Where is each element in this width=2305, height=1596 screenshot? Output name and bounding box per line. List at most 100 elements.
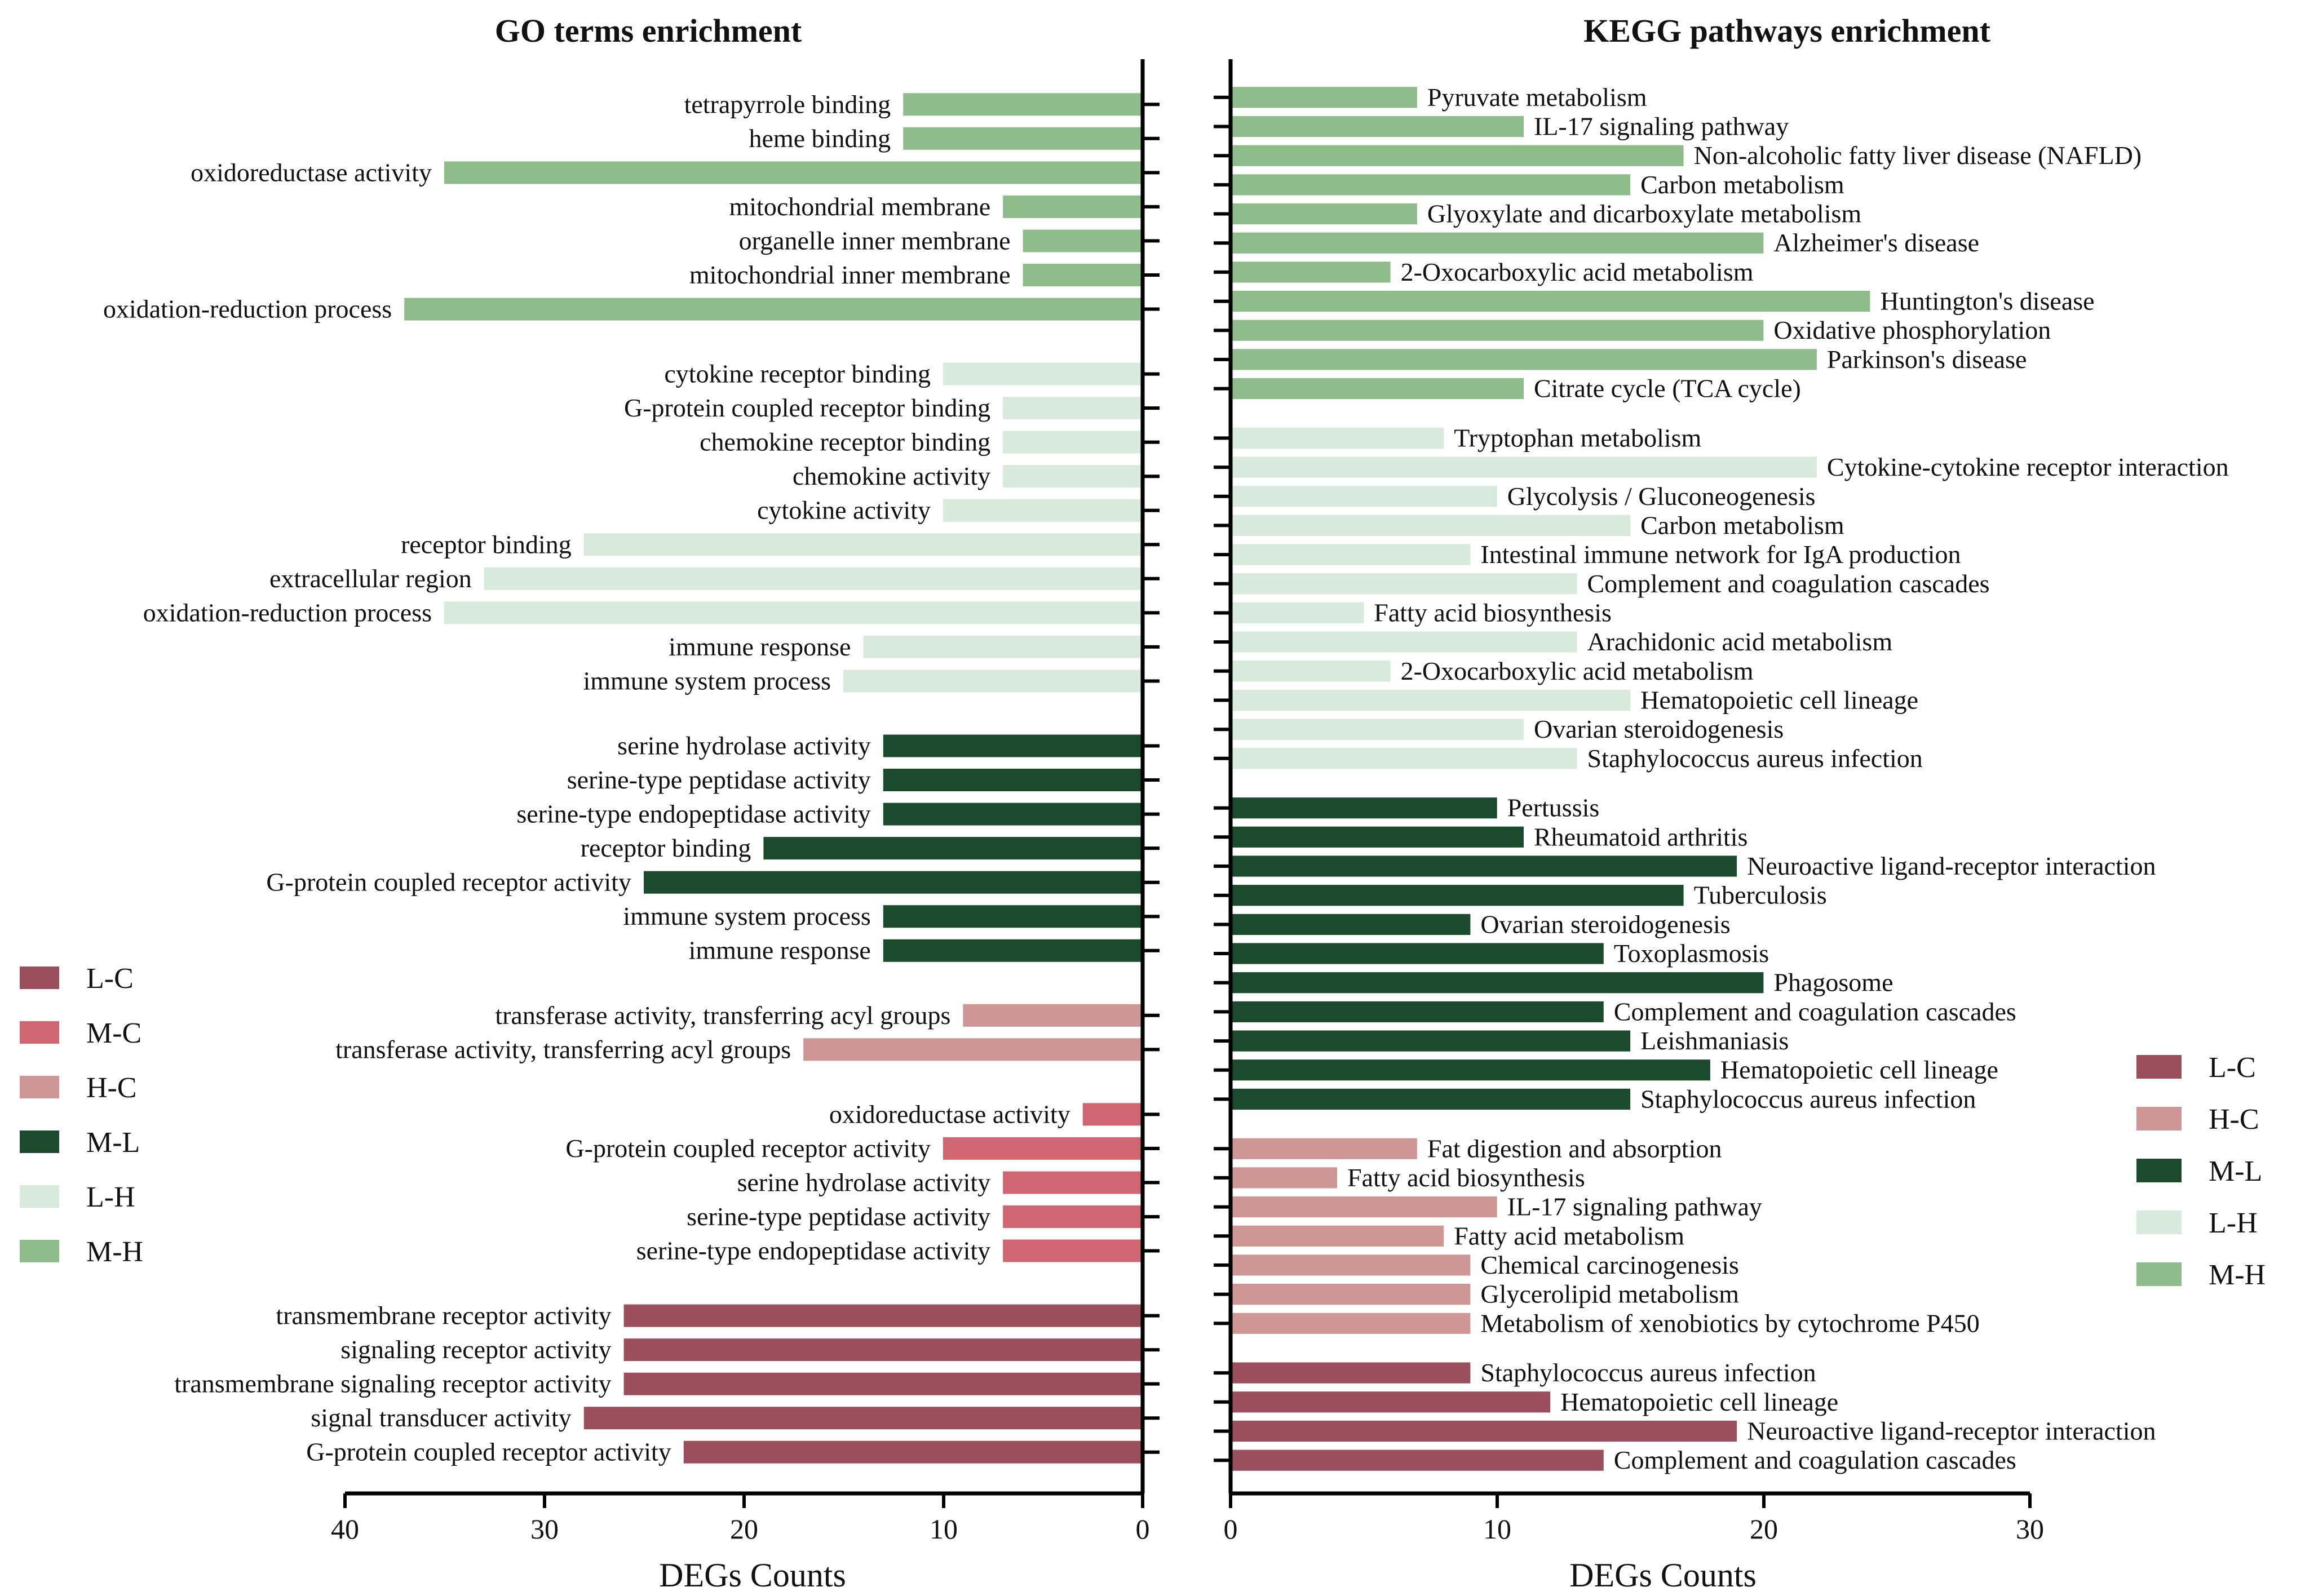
go-bar-label: immune response [689, 936, 871, 965]
go-bar-m-l-3 [763, 837, 1143, 860]
kegg-legend-swatch-h-c [2136, 1107, 2182, 1130]
go-bar-label: extracellular region [269, 564, 472, 593]
go-bar-m-h-4 [1023, 229, 1143, 252]
go-bar-label: G-protein coupled receptor binding [624, 393, 990, 422]
go-bar-label: serine hydrolase activity [737, 1168, 991, 1196]
go-bar-l-h-2 [1003, 431, 1143, 454]
kegg-bar-label: 2-Oxocarboxylic acid metabolism [1401, 258, 1754, 286]
go-bar-label: cytokine receptor binding [664, 360, 931, 388]
go-bar-l-c-2 [623, 1372, 1143, 1395]
kegg-bar-label: Staphylococcus aureus infection [1640, 1084, 1976, 1113]
kegg-bar-label: Tryptophan metabolism [1454, 423, 1701, 452]
go-bar-m-c-3 [1003, 1205, 1143, 1228]
kegg-bar-m-l-10 [1231, 1088, 1631, 1110]
go-bar-label: oxidoreductase activity [191, 158, 432, 187]
go-bar-m-c-1 [943, 1137, 1143, 1160]
go-bar-label: oxidoreductase activity [829, 1100, 1070, 1128]
kegg-bar-label: Chemical carcinogenesis [1480, 1251, 1739, 1279]
go-chart-title: GO terms enrichment [495, 12, 802, 49]
go-bar-h-c-1 [803, 1038, 1143, 1061]
kegg-bar-label: Complement and coagulation cascades [1587, 569, 1990, 598]
go-bar-label: cytokine activity [757, 496, 931, 525]
kegg-bar-label: Oxidative phosphorylation [1773, 316, 2051, 344]
kegg-bar-label: Metabolism of xenobiotics by cytochrome … [1480, 1309, 1979, 1337]
kegg-legend-label: M-H [2209, 1259, 2266, 1291]
kegg-bar-l-h-8 [1231, 660, 1391, 682]
kegg-bar-label: Alzheimer's disease [1773, 228, 1979, 257]
go-bar-m-l-4 [644, 871, 1143, 894]
kegg-legend-label: L-C [2209, 1052, 2256, 1084]
go-bar-label: serine-type peptidase activity [567, 765, 871, 794]
go-x-tick-label: 10 [930, 1513, 958, 1545]
go-bar-label: G-protein coupled receptor activity [306, 1438, 671, 1466]
go-bar-m-h-0 [903, 93, 1143, 116]
go-bar-l-h-8 [863, 635, 1143, 658]
kegg-bar-m-l-0 [1231, 797, 1497, 819]
kegg-bar-label: Leishmaniasis [1640, 1026, 1789, 1055]
go-legend-swatch-m-h [20, 1240, 59, 1262]
kegg-legend-label: H-C [2209, 1103, 2259, 1136]
kegg-bar-l-h-0 [1231, 427, 1444, 449]
kegg-legend-swatch-m-l [2136, 1159, 2182, 1182]
go-bar-l-h-7 [444, 601, 1143, 624]
kegg-bar-m-h-5 [1231, 232, 1764, 254]
go-legend-label: L-C [86, 963, 134, 995]
kegg-bar-l-c-2 [1231, 1420, 1737, 1442]
kegg-bar-label: Neuroactive ligand-receptor interaction [1747, 1417, 2156, 1446]
go-legend-label: M-L [86, 1127, 140, 1159]
go-bar-l-c-0 [623, 1304, 1143, 1327]
kegg-bar-m-l-7 [1231, 1001, 1604, 1022]
kegg-bar-l-h-7 [1231, 631, 1577, 653]
go-x-tick-label: 30 [530, 1513, 559, 1545]
go-legend-swatch-m-c [20, 1021, 59, 1044]
kegg-bar-label: Non-alcoholic fatty liver disease (NAFLD… [1694, 141, 2142, 170]
go-legend-label: M-C [86, 1017, 141, 1049]
go-bar-l-c-3 [583, 1407, 1143, 1430]
go-bar-label: transferase activity, transferring acyl … [495, 1001, 950, 1030]
kegg-bar-m-h-3 [1231, 174, 1631, 196]
go-bar-m-h-3 [1003, 195, 1143, 218]
kegg-bar-h-c-1 [1231, 1167, 1338, 1189]
kegg-bar-m-l-3 [1231, 885, 1684, 906]
kegg-bar-m-l-9 [1231, 1059, 1710, 1081]
kegg-bar-label: Intestinal immune network for IgA produc… [1480, 540, 1961, 569]
kegg-bar-label: Complement and coagulation cascades [1614, 997, 2016, 1026]
go-bar-label: oxidation-reduction process [103, 295, 392, 323]
kegg-bar-label: Glycerolipid metabolism [1480, 1280, 1739, 1309]
kegg-bar-label: Fatty acid metabolism [1454, 1221, 1684, 1250]
kegg-legend-swatch-l-h [2136, 1211, 2182, 1234]
go-bar-label: serine-type peptidase activity [687, 1202, 990, 1231]
go-bar-l-h-5 [583, 533, 1143, 556]
kegg-bar-label: Hematopoietic cell lineage [1560, 1387, 1838, 1416]
kegg-bar-m-h-8 [1231, 320, 1764, 341]
kegg-bar-m-l-8 [1231, 1030, 1631, 1052]
kegg-legend-swatch-m-h [2136, 1262, 2182, 1286]
go-x-tick-label: 40 [331, 1513, 359, 1545]
go-bar-m-l-5 [883, 905, 1143, 928]
kegg-bar-m-l-6 [1231, 972, 1764, 994]
go-bar-label: signal transducer activity [311, 1403, 571, 1432]
kegg-bar-label: Fatty acid biosynthesis [1347, 1163, 1585, 1192]
kegg-bar-label: Hematopoietic cell lineage [1720, 1056, 1998, 1084]
kegg-bar-l-h-3 [1231, 515, 1631, 536]
go-legend-swatch-l-c [20, 967, 59, 989]
kegg-bar-label: Rheumatoid arthritis [1534, 822, 1747, 851]
kegg-bar-l-h-9 [1231, 689, 1631, 711]
go-legend-label: M-H [86, 1236, 143, 1268]
kegg-bar-label: Citrate cycle (TCA cycle) [1534, 374, 1801, 403]
kegg-bar-label: Ovarian steroidogenesis [1534, 715, 1784, 743]
go-bar-label: receptor binding [581, 834, 751, 862]
kegg-bar-h-c-6 [1231, 1313, 1471, 1334]
go-bar-label: heme binding [749, 124, 891, 153]
kegg-bar-m-h-6 [1231, 261, 1391, 283]
go-bar-m-h-1 [903, 127, 1143, 150]
kegg-bar-label: Complement and coagulation cascades [1614, 1446, 2016, 1474]
kegg-bar-m-h-4 [1231, 203, 1417, 225]
go-bar-l-h-0 [943, 362, 1143, 385]
go-bars: tetrapyrrole binding heme binding oxidored… [103, 90, 1143, 1466]
kegg-bar-label: Fatty acid biosynthesis [1374, 598, 1612, 627]
kegg-bar-label: Staphylococcus aureus infection [1480, 1358, 1816, 1387]
kegg-x-axis-label: DEGs Counts [1569, 1557, 1757, 1594]
kegg-bar-m-l-4 [1231, 914, 1471, 935]
